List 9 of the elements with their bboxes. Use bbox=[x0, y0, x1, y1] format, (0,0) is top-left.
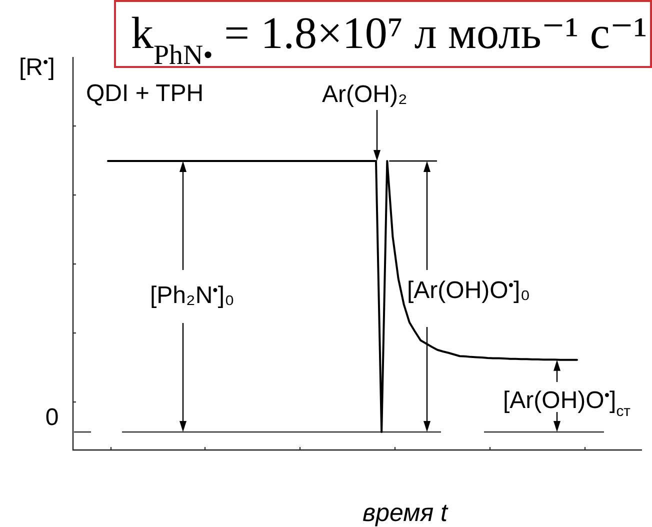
annotation: [Ar(OH)O$^{•}$]$_{ст}$ bbox=[503, 387, 631, 420]
y-axis-title: [R$^{•}$] bbox=[19, 54, 55, 81]
ref-line-label: 0 bbox=[45, 404, 59, 431]
annotation: [Ph₂N$^{•}$]₀ bbox=[150, 282, 235, 309]
x-axis-title: время t bbox=[362, 499, 449, 527]
chart-title: k$_{PhN•}$ = 1.8×10⁷ л моль⁻¹ с⁻¹ bbox=[131, 8, 648, 70]
annotation: [Ar(OH)O$^{•}$]₀ bbox=[407, 277, 530, 304]
text: QDI + TPH bbox=[86, 80, 204, 107]
text: Ar(OH)₂ bbox=[322, 81, 408, 108]
